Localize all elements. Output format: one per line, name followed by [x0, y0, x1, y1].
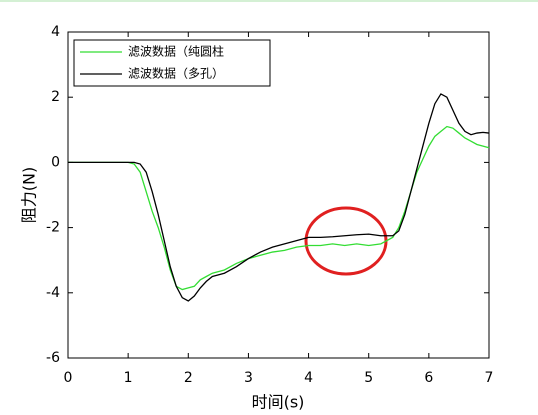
x-tick-label: 2 — [184, 370, 193, 386]
x-tick-label: 5 — [364, 370, 373, 386]
x-tick-label: 7 — [485, 370, 494, 386]
x-tick-label: 0 — [64, 370, 73, 386]
y-tick-label: 0 — [51, 154, 60, 170]
y-tick-label: -2 — [46, 220, 60, 236]
data-line — [68, 93, 490, 302]
x-axis-label: 时间(s) — [252, 393, 305, 412]
data-line — [68, 125, 490, 291]
legend-label: 滤波数据（纯圆柱 — [128, 44, 224, 59]
x-tick-label: 1 — [124, 370, 133, 386]
y-tick-label: -6 — [46, 350, 60, 366]
legend-box — [73, 39, 271, 87]
y-tick-label: -4 — [46, 285, 60, 301]
x-tick-label: 4 — [304, 370, 313, 386]
legend-label: 滤波数据（多孔） — [128, 66, 224, 81]
y-tick-label: 2 — [51, 89, 60, 105]
y-axis-label: 阻力(N) — [20, 167, 39, 223]
y-tick-label: 4 — [51, 24, 60, 40]
x-tick-label: 3 — [244, 370, 253, 386]
x-tick-label: 6 — [424, 370, 433, 386]
